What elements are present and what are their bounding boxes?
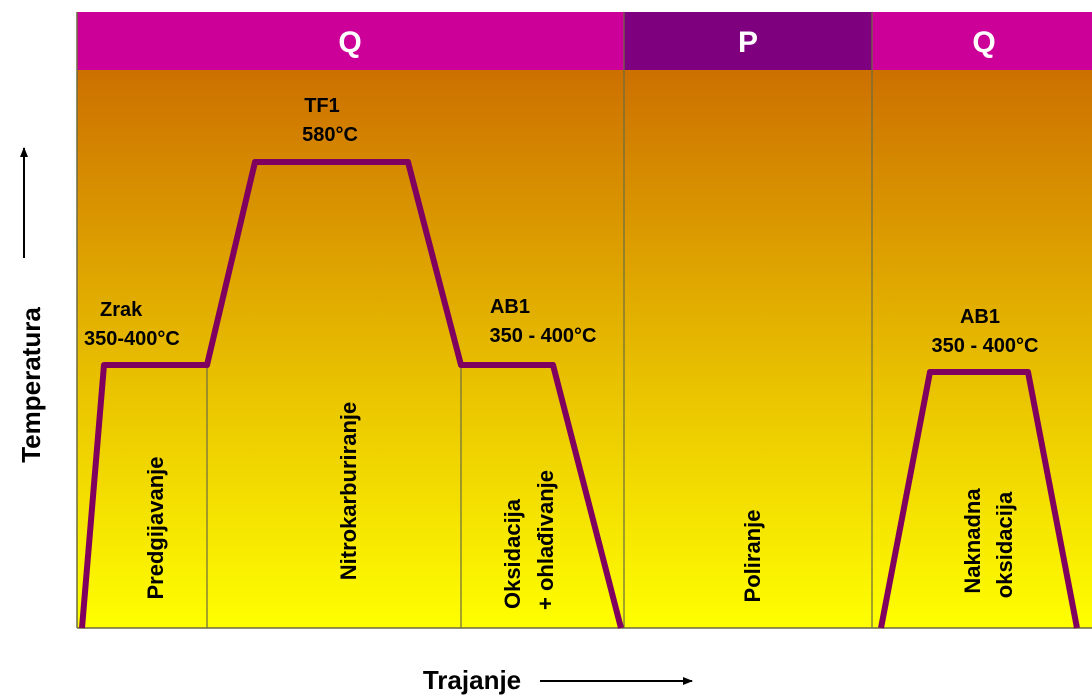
phase-naknadna: Naknadna [960,488,985,594]
ab1-right-temp-label: 350 - 400°C [932,335,1039,357]
ab1-left-label: AB1 [490,296,530,318]
band-q-right [872,12,1092,70]
ab1-left-temp-label: 350 - 400°C [490,325,597,347]
chart-background [77,70,1092,628]
phase-oksidacija: Oksidacija [500,498,525,609]
band-q-right-label: Q [972,26,995,59]
phase-nitrokarburiranje: Nitrokarburiranje [336,402,361,581]
temperature-curve-main [79,159,624,629]
band-q-left-label: Q [338,26,361,59]
x-axis-label: Trajanje [423,665,521,695]
zrak-temp-label: 350-400°C [84,328,180,350]
y-axis-label: Temperatura [16,307,46,463]
phase-predgijavanje: Predgijavanje [143,456,168,599]
temperature-curve-post-oxidation [878,369,1080,629]
phase-oksidacija-2: oksidacija [992,491,1017,598]
band-p-label: P [738,26,758,59]
phase-poliranje: Poliranje [740,510,765,603]
band-q-left [77,12,624,70]
tf1-label: TF1 [304,95,340,117]
tf1-temp-label: 580°C [302,124,358,146]
zrak-label: Zrak [100,299,143,321]
phase-ohladivanje: + ohlađivanje [533,470,558,610]
band-p [624,12,872,70]
ab1-right-label: AB1 [960,306,1000,328]
